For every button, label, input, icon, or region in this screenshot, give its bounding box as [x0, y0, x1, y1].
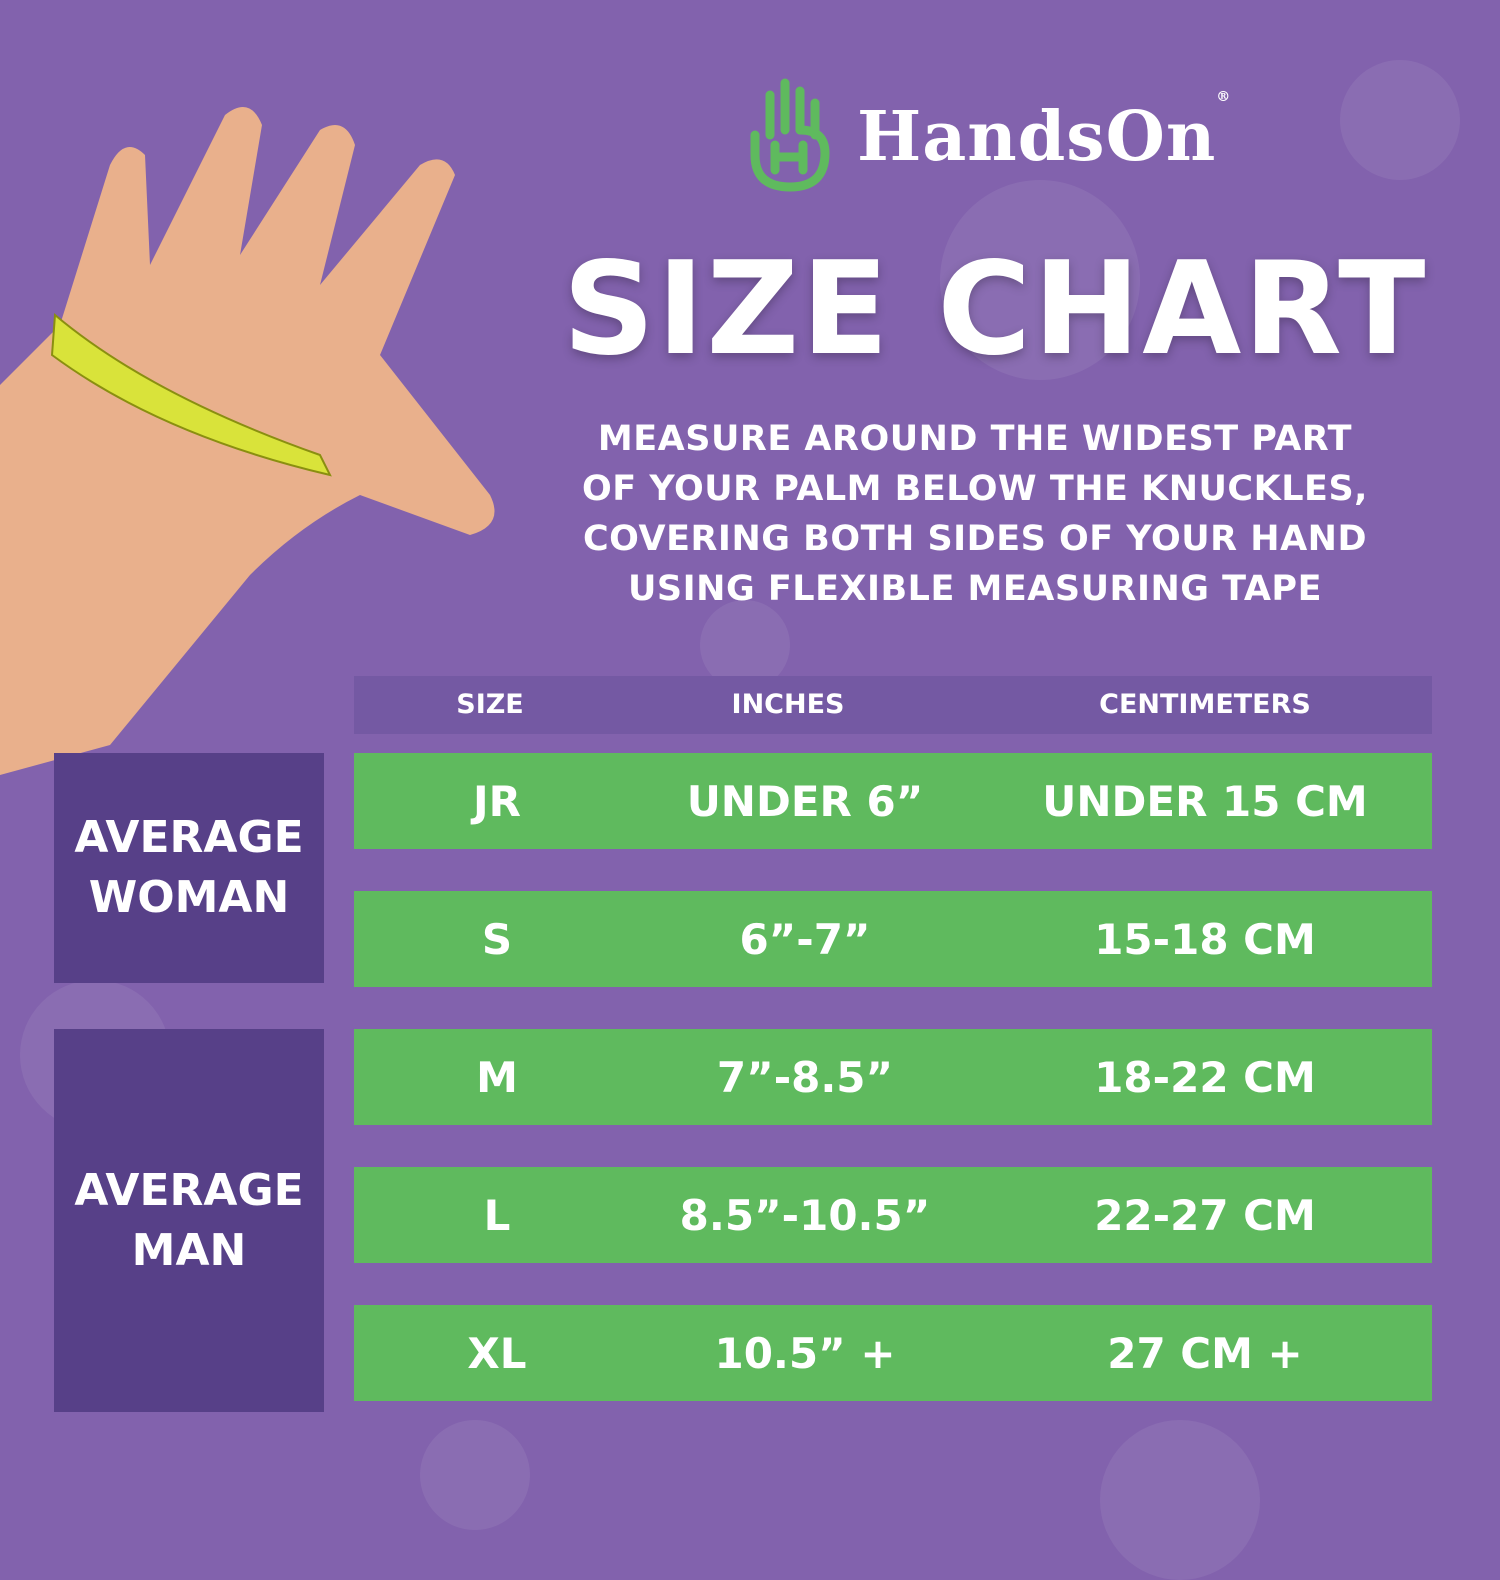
- header-size: SIZE: [456, 689, 524, 720]
- group-average-man: AVERAGE MAN: [54, 1029, 324, 1412]
- size-cell: L: [483, 1191, 511, 1240]
- brand-name: HandsOn®: [857, 89, 1232, 177]
- table-row: L 8.5”-10.5” 22-27 CM: [354, 1167, 1432, 1263]
- inches-cell: 8.5”-10.5”: [679, 1191, 931, 1240]
- size-cell: XL: [467, 1329, 527, 1378]
- header-centimeters: CENTIMETERS: [1099, 689, 1311, 720]
- size-cell: JR: [473, 777, 521, 826]
- page-title: SIZE CHART: [562, 235, 1428, 384]
- hand-logo-icon: [750, 78, 830, 192]
- cm-cell: 27 CM +: [1107, 1329, 1303, 1378]
- header-inches: INCHES: [731, 689, 845, 720]
- registered-mark: ®: [1216, 89, 1232, 105]
- cm-cell: 22-27 CM: [1094, 1191, 1316, 1240]
- hand-with-measuring-tape-photo: [0, 107, 495, 775]
- measuring-instructions: MEASURE AROUND THE WIDEST PART OF YOUR P…: [582, 419, 1368, 609]
- group-average-woman: AVERAGE WOMAN: [54, 753, 324, 983]
- cm-cell: 15-18 CM: [1094, 915, 1316, 964]
- table-row: M 7”-8.5” 18-22 CM: [354, 1029, 1432, 1125]
- brand-logo: HandsOn®: [745, 75, 1230, 195]
- cm-cell: 18-22 CM: [1094, 1053, 1316, 1102]
- inches-cell: UNDER 6”: [686, 777, 924, 826]
- inches-cell: 7”-8.5”: [716, 1053, 894, 1102]
- inches-cell: 10.5” +: [714, 1329, 896, 1378]
- table-header: SIZE INCHES CENTIMETERS: [354, 676, 1432, 734]
- cm-cell: UNDER 15 CM: [1042, 777, 1368, 826]
- table-row: XL 10.5” + 27 CM +: [354, 1305, 1432, 1401]
- size-cell: S: [481, 915, 513, 964]
- table-row: JR UNDER 6” UNDER 15 CM: [354, 753, 1432, 849]
- table-row: S 6”-7” 15-18 CM: [354, 891, 1432, 987]
- size-cell: M: [476, 1053, 518, 1102]
- inches-cell: 6”-7”: [739, 915, 871, 964]
